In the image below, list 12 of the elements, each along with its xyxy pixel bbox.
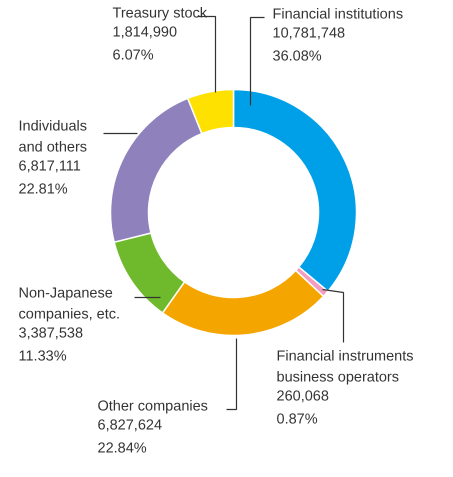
slice-label: Financial institutions xyxy=(272,6,404,22)
data-label: 10,781,748 36.08% xyxy=(272,26,346,64)
slice-label: Individuals and others xyxy=(18,118,88,156)
slice-label: Financial instruments business operators xyxy=(276,348,414,386)
data-label: 260,068 0.87% xyxy=(276,388,329,428)
data-label: 6,827,624 22.84% xyxy=(98,418,162,456)
slice-label: Treasury stock xyxy=(112,6,208,22)
slice-label: Other companies xyxy=(98,398,208,414)
data-label: 1,814,990 6.07% xyxy=(112,24,178,64)
data-label: 3,387,538 11.33% xyxy=(18,326,84,364)
data-label: 6,817,111 22.81% xyxy=(18,158,81,198)
slice-label: Non-Japanese companies, etc. xyxy=(18,286,120,322)
